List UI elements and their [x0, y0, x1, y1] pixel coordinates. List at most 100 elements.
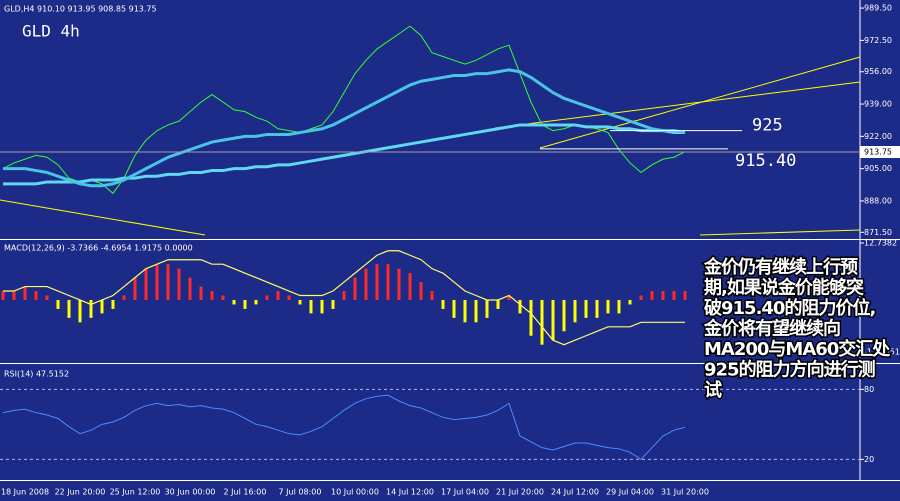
histogram-bar	[441, 299, 445, 309]
y-tick-label: 989.50	[864, 4, 892, 13]
annotation-text: 金价将有望继续向	[703, 318, 840, 340]
histogram-bar	[562, 299, 566, 332]
signal-line	[3, 250, 685, 346]
annotation-text: 期,如果说金价能够突	[704, 277, 864, 299]
histogram-bar	[89, 299, 93, 318]
histogram-bar	[529, 299, 533, 336]
y-tick-label: 922.00	[864, 132, 892, 141]
histogram-bar	[111, 299, 115, 309]
level-label: 925	[752, 116, 783, 136]
histogram-bar	[628, 299, 632, 305]
panel-title: MACD(12,26,9) -3.7366 -4.6954 1.9175 0.0…	[4, 244, 193, 253]
annotation-text: 试	[704, 379, 722, 401]
x-tick-label: 31 Jul 20:00	[661, 488, 709, 497]
histogram-bar	[375, 264, 379, 300]
y-tick-label: 905.00	[864, 164, 892, 173]
histogram-bar	[78, 299, 82, 323]
x-tick-label: 14 Jul 12:00	[386, 488, 434, 497]
series-line	[2, 394, 686, 460]
histogram-bar	[485, 299, 489, 318]
current-price-label: 913.75	[864, 148, 892, 157]
y-tick-label: 972.50	[864, 36, 892, 45]
histogram-bar	[67, 299, 71, 318]
histogram-bar	[133, 277, 137, 300]
histogram-bar	[56, 299, 60, 309]
histogram-bar	[276, 291, 280, 300]
histogram-bar	[452, 299, 456, 318]
y-tick-label: 80	[864, 385, 874, 394]
x-tick-label: 21 Jul 20:00	[496, 488, 544, 497]
histogram-bar	[496, 299, 500, 309]
x-tick-label: 10 Jul 00:00	[331, 488, 379, 497]
histogram-bar	[342, 291, 346, 300]
annotation-text: 925的阻力方向进行测	[704, 359, 876, 381]
histogram-bar	[265, 295, 269, 300]
histogram-bar	[617, 299, 621, 314]
x-tick-label: 29 Jul 04:00	[606, 488, 654, 497]
trend-line	[539, 56, 861, 149]
histogram-bar	[309, 299, 313, 314]
histogram-bar	[650, 291, 654, 300]
histogram-bar	[573, 299, 577, 323]
histogram-bar	[199, 286, 203, 300]
y-tick-label: -11.6351	[864, 348, 900, 357]
y-tick-label: 20	[864, 455, 874, 464]
histogram-bar	[12, 291, 16, 300]
x-tick-label: 7 Jul 08:00	[279, 488, 322, 497]
x-tick-label: 25 Jun 12:00	[110, 488, 161, 497]
chart-subtitle: GLD,H4 910.10 913.95 908.85 913.75	[4, 5, 157, 14]
histogram-bar	[45, 295, 49, 300]
histogram-bar	[298, 299, 302, 305]
y-tick-label: 12.7382	[864, 239, 897, 248]
histogram-bar	[23, 286, 27, 300]
histogram-bar	[474, 299, 478, 323]
y-tick-label: 888.00	[864, 196, 892, 205]
x-tick-label: 24 Jul 12:00	[551, 488, 599, 497]
histogram-bar	[243, 299, 247, 309]
chart-title: GLD 4h	[22, 22, 80, 41]
histogram-bar	[177, 268, 181, 300]
histogram-bar	[683, 291, 687, 300]
histogram-bar	[639, 295, 643, 300]
histogram-bar	[210, 291, 214, 300]
annotation-text: 金价仍有继续上行预	[703, 256, 858, 278]
trend-line	[494, 81, 861, 129]
histogram-bar	[364, 268, 368, 300]
y-tick-label: 939.00	[864, 100, 892, 109]
current-price-box	[860, 146, 900, 159]
x-tick-label: 2 Jul 16:00	[224, 488, 267, 497]
histogram-bar	[507, 295, 511, 300]
histogram-bar	[188, 277, 192, 300]
histogram-bar	[287, 295, 291, 300]
histogram-bar	[463, 299, 467, 323]
histogram-bar	[430, 291, 434, 300]
histogram-bar	[1, 291, 5, 300]
x-tick-label: 30 Jun 00:00	[165, 488, 216, 497]
histogram-bar	[144, 268, 148, 300]
histogram-bar	[661, 291, 665, 300]
histogram-bar	[166, 264, 170, 300]
annotation-text: MA200与MA60交汇处	[704, 338, 891, 360]
histogram-bar	[540, 299, 544, 345]
y-tick-label: 956.00	[864, 67, 892, 76]
histogram-bar	[122, 295, 126, 300]
annotation-text: 破915.40的阻力价位,	[704, 297, 875, 319]
histogram-bar	[232, 299, 236, 305]
histogram-bar	[518, 299, 522, 314]
level-label: 915.40	[735, 151, 796, 171]
trend-line	[0, 199, 206, 236]
x-tick-label: 18 Jun 2008	[1, 488, 49, 497]
histogram-bar	[100, 299, 104, 314]
histogram-bar	[254, 299, 258, 305]
histogram-bar	[595, 299, 599, 318]
trend-line	[699, 229, 861, 236]
histogram-bar	[606, 299, 610, 314]
series-line	[3, 68, 686, 188]
histogram-bar	[331, 299, 335, 309]
x-tick-label: 17 Jul 04:00	[441, 488, 489, 497]
histogram-bar	[397, 268, 401, 300]
histogram-bar	[408, 273, 412, 300]
